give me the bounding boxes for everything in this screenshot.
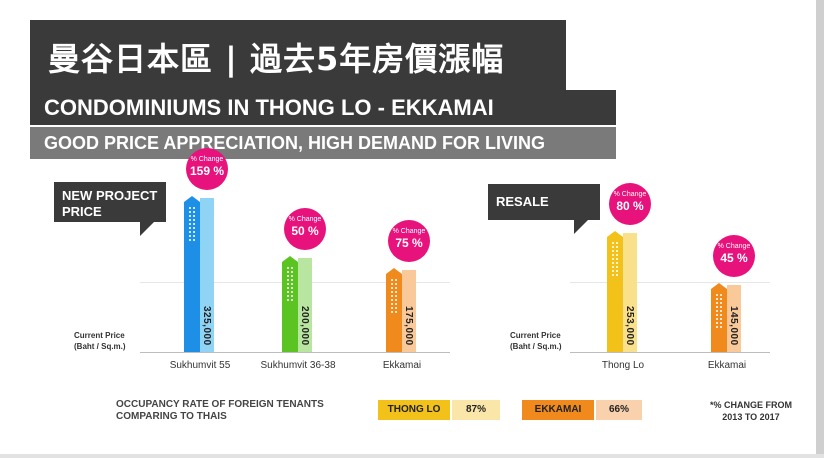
- ekkamai-occupancy-label: EKKAMAI: [522, 400, 594, 420]
- category-label: Sukhumvit 55: [169, 360, 231, 371]
- bar-value-label: 325,000: [201, 306, 212, 346]
- page-title: 曼谷日本區 | 過去5年房價漲幅: [30, 20, 566, 92]
- category-label: Sukhumvit 36-38: [260, 360, 336, 371]
- category-label: Ekkamai: [382, 360, 422, 371]
- percent-change-caption: % Change: [392, 228, 426, 235]
- bar-shadow: [298, 258, 312, 352]
- percent-change-value: 50 %: [291, 224, 319, 238]
- banner-main: CONDOMINIUMS IN THONG LO - EKKAMAI: [30, 90, 616, 125]
- percent-change-badge: % Change 80 %: [609, 183, 651, 225]
- right-axis-title-line1: Current Price: [510, 331, 561, 340]
- percent-change-caption: % Change: [613, 191, 647, 198]
- right-axis-title-line2: (Baht / Sq.m.): [510, 342, 562, 351]
- ekkamai-occupancy-value: 66%: [596, 400, 642, 420]
- new-project-label-line1: NEW PROJECT: [62, 188, 158, 203]
- category-label: Ekkamai: [707, 360, 747, 371]
- left-axis-title-line1: Current Price: [74, 331, 125, 340]
- footnote-line1: *% CHANGE FROM: [709, 400, 792, 410]
- right-axis-title: Current Price (Baht / Sq.m.): [510, 330, 562, 352]
- resale-price-label-text: RESALE PRICE: [496, 194, 549, 233]
- thonglo-occupancy-label: THONG LO: [378, 400, 450, 420]
- percent-change-value: 159 %: [189, 164, 225, 178]
- bar-shadow: [727, 285, 741, 352]
- percent-change-caption: % Change: [288, 216, 322, 223]
- percent-change-badge: % Change 159 %: [186, 148, 228, 190]
- new-project-price-label: NEW PROJECT PRICE: [54, 182, 166, 222]
- thonglo-occupancy-value: 87%: [452, 400, 500, 420]
- bar-windows: [390, 278, 398, 314]
- percent-change-value: 75 %: [395, 236, 423, 250]
- occupancy-title: OCCUPANCY RATE OF FOREIGN TENANTS COMPAR…: [116, 399, 324, 423]
- new-project-label-line2: PRICE: [62, 204, 102, 219]
- bar-shadow: [200, 198, 214, 352]
- percent-change-caption: % Change: [717, 243, 751, 250]
- percent-change-value: 45 %: [720, 251, 748, 265]
- footnote-line2: 2013 TO 2017: [722, 412, 780, 422]
- bar-value-label: 175,000: [403, 306, 414, 346]
- bar-shadow: [402, 270, 416, 352]
- chart-baseline: [570, 352, 770, 353]
- bar-value-label: 253,000: [624, 306, 635, 346]
- label-pointer: [140, 222, 154, 236]
- percent-change-caption: % Change: [190, 156, 224, 163]
- percent-change-badge: % Change 50 %: [284, 208, 326, 250]
- percent-change-badge: % Change 75 %: [388, 220, 430, 262]
- banner-sub: GOOD PRICE APPRECIATION, HIGH DEMAND FOR…: [30, 127, 616, 159]
- occupancy-title-line2: COMPARING TO THAIS: [116, 411, 227, 422]
- chart-baseline: [140, 352, 450, 353]
- bar-windows: [286, 266, 294, 302]
- bar-windows: [611, 241, 619, 277]
- slide-edge-bottom: [0, 454, 824, 458]
- label-pointer: [574, 220, 588, 234]
- bar-value-label: 200,000: [299, 306, 310, 346]
- resale-price-label: RESALE PRICE: [488, 184, 600, 233]
- category-label: Thong Lo: [601, 360, 645, 371]
- chart-gridline: [570, 282, 770, 283]
- bar-value-label: 145,000: [728, 306, 739, 346]
- left-axis-title-line2: (Baht / Sq.m.): [74, 342, 126, 351]
- percent-change-badge: % Change 45 %: [713, 235, 755, 277]
- bar-shadow: [623, 233, 637, 352]
- slide-edge-right: [816, 0, 824, 458]
- left-axis-title: Current Price (Baht / Sq.m.): [74, 330, 126, 352]
- bar-windows: [188, 206, 196, 242]
- bar-windows: [715, 293, 723, 329]
- footnote: *% CHANGE FROM 2013 TO 2017: [696, 399, 806, 423]
- occupancy-title-line1: OCCUPANCY RATE OF FOREIGN TENANTS: [116, 399, 324, 410]
- percent-change-value: 80 %: [616, 199, 644, 213]
